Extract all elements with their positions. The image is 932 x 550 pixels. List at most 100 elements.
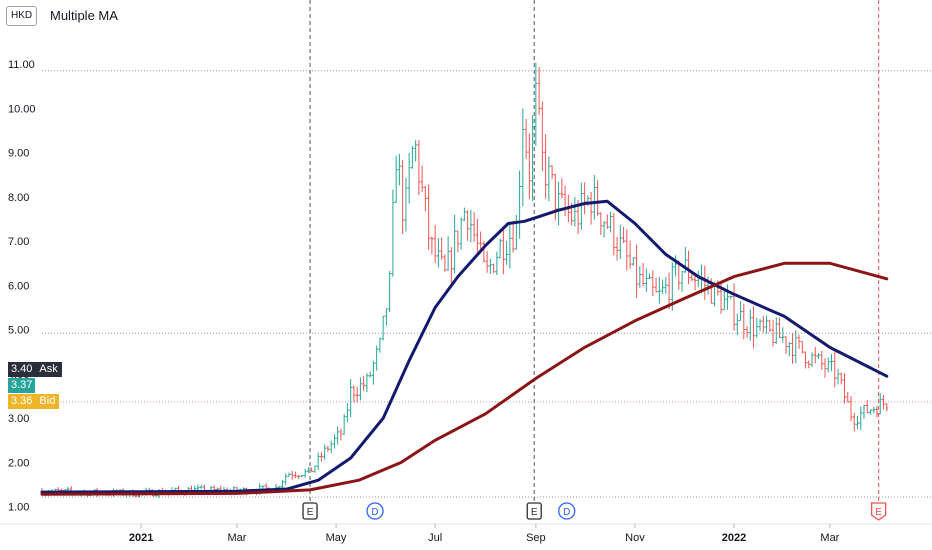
price-bar-129 bbox=[459, 217, 463, 250]
price-bar-190 bbox=[657, 276, 661, 304]
price-bar-115 bbox=[414, 139, 418, 162]
price-bar-5 bbox=[56, 487, 60, 491]
price-bar-239 bbox=[817, 353, 821, 359]
y-tick-label-7: 8.00 bbox=[8, 192, 29, 204]
price-bar-80 bbox=[300, 475, 304, 478]
price-bar-107 bbox=[388, 271, 392, 313]
price-bar-134 bbox=[475, 218, 479, 257]
price-bar-175 bbox=[609, 211, 613, 233]
price-bar-169 bbox=[589, 191, 593, 225]
price-bar-225 bbox=[771, 319, 775, 347]
price-bar-109 bbox=[394, 155, 398, 203]
price-bar-146 bbox=[514, 214, 518, 250]
price-bar-112 bbox=[404, 177, 408, 232]
price-bar-121 bbox=[433, 225, 437, 263]
event-marker-label: E bbox=[875, 507, 882, 518]
price-bar-240 bbox=[820, 350, 824, 370]
event-marker-4: E bbox=[870, 502, 887, 521]
price-bar-227 bbox=[778, 317, 782, 338]
price-bar-238 bbox=[813, 347, 817, 364]
price-bar-177 bbox=[615, 236, 619, 261]
price-bar-187 bbox=[648, 273, 652, 279]
price-bar-128 bbox=[456, 230, 460, 253]
price-bar-86 bbox=[319, 451, 323, 462]
price-bar-147 bbox=[518, 170, 522, 239]
price-bar-254 bbox=[865, 400, 869, 414]
price-bar-90 bbox=[332, 434, 336, 449]
x-tick-label-7: Mar bbox=[820, 532, 839, 544]
price-bar-189 bbox=[654, 277, 658, 293]
price-bar-248 bbox=[846, 392, 850, 403]
price-bar-118 bbox=[423, 186, 427, 212]
price-bar-155 bbox=[544, 134, 548, 199]
event-marker-shape bbox=[870, 502, 887, 521]
price-bar-259 bbox=[882, 394, 886, 410]
price-bar-236 bbox=[807, 360, 811, 369]
price-bar-183 bbox=[635, 244, 639, 298]
price-bar-242 bbox=[826, 357, 830, 373]
price-bar-216 bbox=[742, 303, 746, 340]
price-bar-237 bbox=[810, 352, 814, 367]
price-bar-101 bbox=[368, 371, 372, 378]
price-bar-247 bbox=[843, 373, 847, 404]
event-marker-3: D bbox=[558, 502, 576, 520]
price-bar-99 bbox=[362, 375, 366, 391]
price-bar-170 bbox=[592, 175, 596, 220]
chart-title: Multiple MA bbox=[50, 8, 118, 23]
event-marker-label: E bbox=[307, 507, 314, 518]
price-bar-120 bbox=[430, 236, 434, 255]
price-bar-93 bbox=[342, 414, 346, 435]
price-bar-184 bbox=[638, 266, 642, 288]
price-bar-98 bbox=[358, 377, 362, 401]
price-bar-233 bbox=[797, 334, 801, 349]
price-bar-157 bbox=[550, 165, 554, 180]
y-tick-label-4: 5.00 bbox=[8, 325, 29, 337]
ask-value: 3.40 bbox=[8, 362, 36, 377]
price-bar-136 bbox=[482, 241, 486, 263]
price-bar-108 bbox=[391, 189, 395, 277]
price-bar-212 bbox=[729, 295, 733, 300]
price-bar-158 bbox=[553, 174, 557, 221]
event-marker-shape bbox=[302, 502, 318, 520]
y-tick-label-8: 9.00 bbox=[8, 148, 29, 160]
price-bar-153 bbox=[537, 67, 541, 116]
price-bar-95 bbox=[349, 378, 353, 418]
price-bar-94 bbox=[345, 403, 349, 423]
price-bar-199 bbox=[687, 250, 691, 285]
event-marker-0: E bbox=[302, 502, 318, 520]
price-bar-113 bbox=[407, 153, 411, 204]
price-bar-116 bbox=[417, 140, 421, 196]
ask-price-tag: 3.40 Ask bbox=[8, 362, 62, 377]
price-bar-182 bbox=[631, 257, 635, 266]
price-bar-91 bbox=[336, 426, 340, 445]
y-tick-label-0: 1.00 bbox=[8, 502, 29, 514]
price-bar-117 bbox=[420, 165, 424, 193]
price-bar-260 bbox=[885, 403, 889, 412]
bid-label: Bid bbox=[35, 394, 60, 409]
ask-label: Ask bbox=[35, 362, 62, 377]
x-tick-label-4: Sep bbox=[526, 532, 546, 544]
y-tick-label-5: 6.00 bbox=[8, 280, 29, 292]
price-bar-171 bbox=[596, 179, 600, 216]
event-marker-shape bbox=[366, 502, 384, 520]
x-tick-label-0: 2021 bbox=[129, 532, 153, 544]
price-bar-156 bbox=[547, 156, 551, 202]
price-bar-202 bbox=[696, 270, 700, 288]
price-bar-185 bbox=[641, 262, 645, 287]
price-bar-235 bbox=[804, 351, 808, 369]
price-bar-88 bbox=[326, 445, 330, 453]
price-bar-229 bbox=[784, 336, 788, 355]
event-marker-2: E bbox=[526, 502, 542, 520]
price-bar-152 bbox=[534, 62, 538, 146]
price-bar-258 bbox=[878, 392, 882, 415]
price-bar-125 bbox=[446, 236, 450, 271]
price-bar-103 bbox=[375, 345, 379, 371]
bid-price-tag: 3.36 Bid bbox=[8, 394, 60, 409]
event-marker-label: E bbox=[531, 507, 538, 518]
price-bar-139 bbox=[492, 263, 496, 274]
price-bar-96 bbox=[352, 385, 356, 403]
y-tick-label-2: 3.00 bbox=[8, 413, 29, 425]
price-bar-145 bbox=[511, 220, 515, 253]
moving-average-line-0 bbox=[40, 199, 889, 494]
